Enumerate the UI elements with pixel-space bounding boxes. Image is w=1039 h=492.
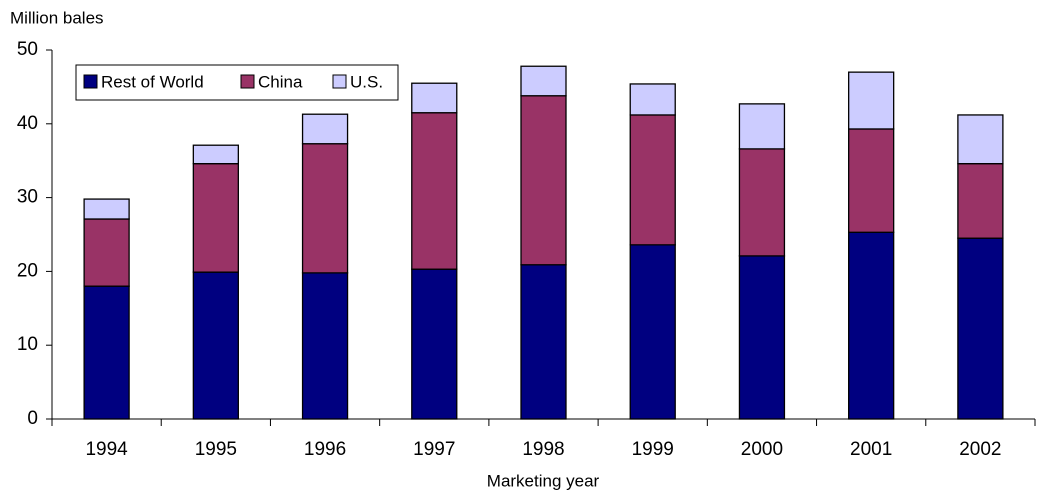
x-tick-label: 1995 — [195, 439, 237, 460]
y-tick-label: 20 — [17, 260, 38, 281]
x-tick-label: 2000 — [741, 439, 783, 460]
legend-label: China — [258, 72, 303, 91]
x-axis-label: Marketing year — [487, 471, 600, 490]
x-tick-label: 1994 — [85, 439, 128, 460]
bar-segment — [192, 144, 239, 165]
bar-segment — [301, 272, 349, 420]
bar-segment — [301, 143, 349, 274]
y-tick-label: 0 — [27, 408, 38, 429]
y-tick-label: 10 — [17, 334, 38, 355]
bar-segment — [629, 114, 676, 246]
bar-segment — [957, 163, 1004, 239]
y-tick-label: 40 — [17, 113, 38, 134]
y-tick-label: 50 — [17, 39, 38, 60]
bar-segment — [520, 65, 567, 97]
bar-segment — [83, 198, 130, 220]
x-tick-label: 1998 — [522, 439, 564, 460]
bar-segment — [411, 268, 458, 420]
legend-label: Rest of World — [101, 72, 204, 91]
bar-segment — [83, 218, 130, 287]
y-axis-label: Million bales — [10, 8, 104, 27]
bar-segment — [848, 231, 895, 420]
bar-segment — [301, 113, 349, 145]
bar-segment — [848, 128, 895, 233]
bar-segment — [411, 82, 458, 114]
legend-label: U.S. — [350, 72, 383, 91]
x-tick-label: 2001 — [850, 439, 892, 460]
bar-segment — [192, 163, 239, 273]
bar-segment — [629, 244, 676, 420]
legend-swatch — [83, 74, 98, 89]
legend-swatch — [240, 74, 255, 89]
x-tick-label: 1996 — [304, 439, 346, 460]
y-tick-label: 30 — [17, 187, 38, 208]
bar-segment — [738, 255, 786, 420]
bar-segment — [848, 71, 895, 130]
bar-segment — [83, 285, 130, 420]
legend-swatch — [332, 74, 347, 89]
bar-segment — [520, 264, 567, 420]
bar-segment — [192, 271, 239, 420]
bar-segment — [738, 148, 786, 257]
x-tick-label: 1999 — [632, 439, 674, 460]
bar-segment — [957, 114, 1004, 165]
bar-segment — [411, 112, 458, 270]
bar-segment — [629, 83, 676, 116]
bar-segment — [957, 237, 1004, 420]
bar-segment — [520, 95, 567, 266]
x-tick-label: 1997 — [413, 439, 455, 460]
bar-segment — [738, 103, 786, 150]
x-tick-label: 2002 — [959, 439, 1001, 460]
